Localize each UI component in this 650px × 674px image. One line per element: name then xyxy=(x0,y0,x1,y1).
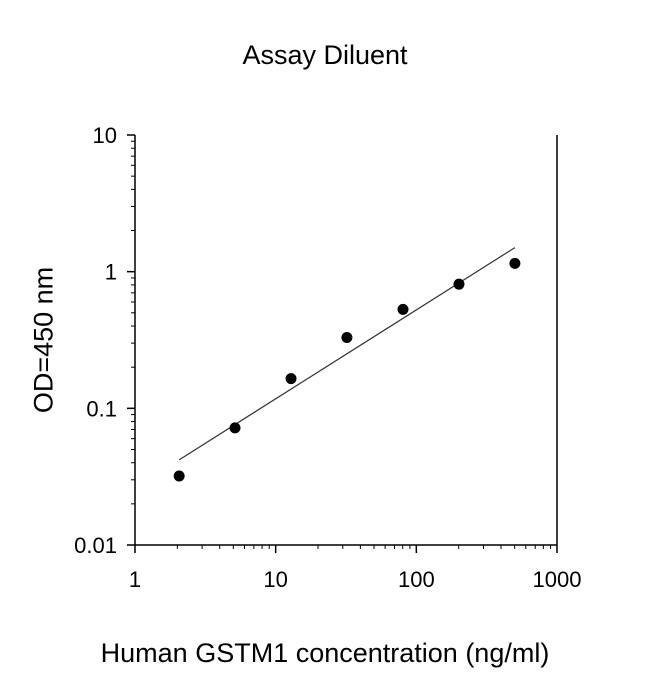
y-tick-label: 10 xyxy=(93,123,117,148)
data-point xyxy=(229,422,241,434)
data-point xyxy=(453,278,465,290)
data-point xyxy=(173,470,185,482)
chart-title: Assay Diluent xyxy=(242,40,408,70)
x-tick-label: 1000 xyxy=(533,567,582,592)
x-tick-label: 100 xyxy=(398,567,435,592)
y-tick-label: 0.1 xyxy=(86,396,117,421)
x-tick-label: 1 xyxy=(129,567,141,592)
y-tick-label: 1 xyxy=(105,260,117,285)
data-point xyxy=(341,331,353,343)
x-axis-label: Human GSTM1 concentration (ng/ml) xyxy=(100,638,550,668)
data-point xyxy=(397,303,409,315)
data-point xyxy=(285,373,297,385)
data-point xyxy=(509,257,521,269)
x-tick-label: 10 xyxy=(263,567,287,592)
y-tick-label: 0.01 xyxy=(74,533,117,558)
